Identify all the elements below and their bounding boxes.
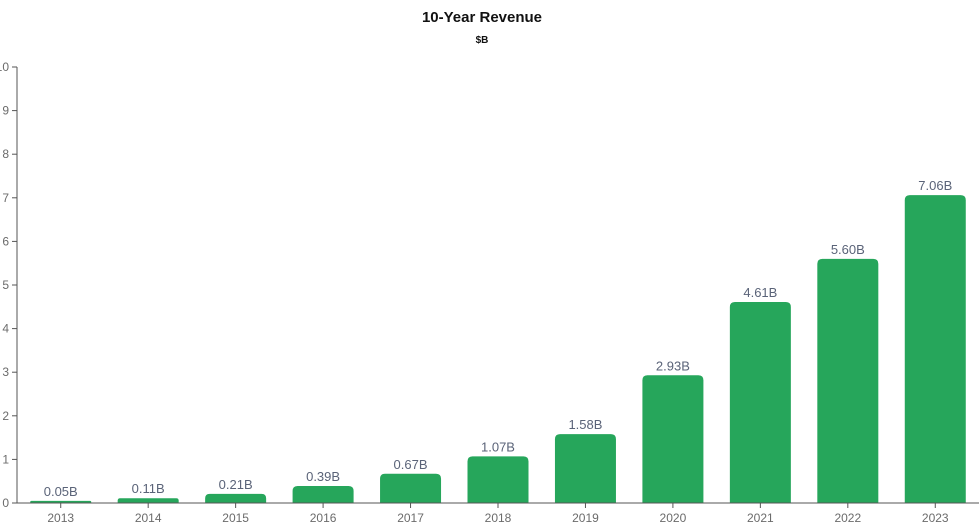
x-tick-label-2018: 2018	[485, 511, 512, 525]
data-label-2019: 1.58B	[568, 417, 602, 432]
data-label-2021: 4.61B	[743, 285, 777, 300]
bar-2018	[467, 456, 529, 503]
x-tick-label-2013: 2013	[47, 511, 74, 525]
y-tick-label: 10	[0, 60, 9, 74]
x-tick-label-2020: 2020	[660, 511, 687, 525]
data-label-2014: 0.11B	[132, 481, 165, 496]
x-tick-label-2021: 2021	[747, 511, 774, 525]
y-tick-label: 5	[2, 278, 9, 292]
data-label-2016: 0.39B	[306, 469, 340, 484]
y-tick-label: 2	[2, 409, 9, 423]
y-tick-label: 8	[2, 147, 9, 161]
data-label-2013: 0.05B	[44, 484, 78, 499]
bar-2020	[642, 375, 704, 503]
data-label-2023: 7.06B	[918, 178, 952, 193]
bar-2013	[30, 500, 92, 503]
chart-title: 10-Year Revenue	[421, 9, 543, 26]
bar-2023	[904, 195, 966, 503]
x-tick-label-2014: 2014	[135, 511, 162, 525]
bar-2015	[205, 493, 267, 503]
y-tick-label: 1	[2, 452, 9, 466]
x-tick-label-2017: 2017	[397, 511, 424, 525]
y-tick-label: 3	[2, 365, 9, 379]
data-label-2020: 2.93B	[656, 358, 690, 373]
bar-2017	[380, 473, 442, 503]
y-tick-label: 7	[2, 191, 9, 205]
x-tick-label-2023: 2023	[922, 511, 949, 525]
data-label-2017: 0.67B	[394, 457, 428, 472]
x-tick-label-2022: 2022	[834, 511, 861, 525]
x-tick-label-2016: 2016	[310, 511, 337, 525]
bar-2019	[554, 434, 616, 503]
bar-2022	[817, 258, 879, 503]
chart-subtitle: $B	[475, 35, 489, 46]
data-label-2018: 1.07B	[481, 439, 515, 454]
y-tick-label: 6	[2, 234, 9, 248]
bar-2016	[292, 485, 354, 503]
y-tick-label: 4	[2, 322, 9, 336]
y-tick-label: 9	[2, 104, 9, 118]
bar-2021	[729, 302, 791, 503]
x-tick-label-2019: 2019	[572, 511, 599, 525]
data-label-2022: 5.60B	[831, 242, 865, 257]
y-tick-label: 0	[2, 496, 9, 510]
x-tick-label-2015: 2015	[222, 511, 249, 525]
data-label-2015: 0.21B	[219, 477, 253, 492]
bar-2014	[117, 498, 179, 503]
